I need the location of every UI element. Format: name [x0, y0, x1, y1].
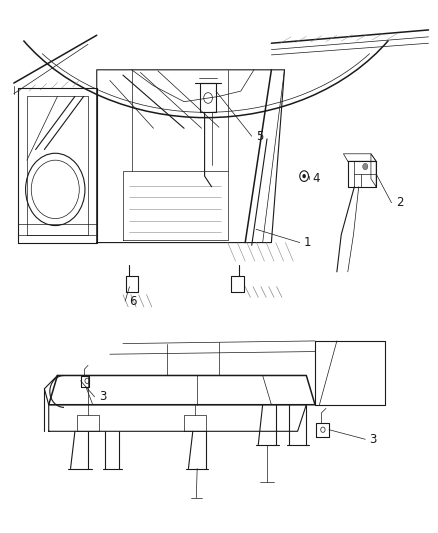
Text: 6: 6	[130, 295, 137, 308]
Text: 4: 4	[313, 172, 320, 185]
Circle shape	[302, 174, 306, 178]
Text: 1: 1	[304, 236, 312, 249]
Text: 5: 5	[256, 130, 264, 143]
Text: 3: 3	[99, 390, 106, 403]
Circle shape	[363, 164, 368, 169]
Text: 2: 2	[396, 196, 403, 209]
Text: 3: 3	[370, 433, 377, 446]
